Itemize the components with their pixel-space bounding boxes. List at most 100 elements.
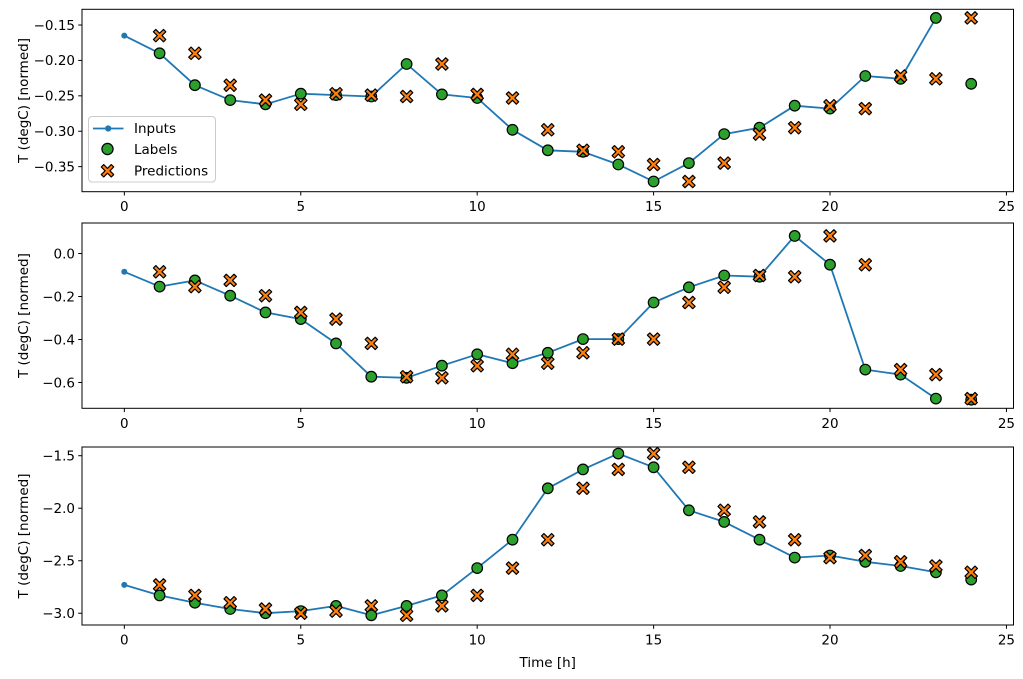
labels-point: [506, 357, 519, 370]
predictions-point: [152, 578, 167, 592]
labels-point: [612, 158, 625, 171]
predictions-point: [717, 503, 731, 518]
labels-point: [471, 348, 484, 361]
predictions-point: [858, 257, 873, 272]
labels-point: [965, 77, 978, 90]
subplot-frame: [81, 222, 1014, 409]
labels-point: [471, 562, 484, 574]
labels-point: [577, 463, 589, 476]
predictions-point: [787, 120, 802, 135]
x-tick-label: 0: [120, 199, 129, 215]
predictions-point: [893, 362, 908, 377]
predictions-point: [294, 97, 308, 112]
legend-label-predictions: Predictions: [134, 164, 208, 180]
predictions-point: [823, 98, 837, 113]
x-axis-label: Time [h]: [519, 655, 576, 671]
predictions-point: [470, 87, 484, 102]
predictions-point: [223, 595, 237, 610]
predictions-point: [646, 446, 661, 461]
x-tick-label: 15: [645, 416, 662, 432]
predictions-point: [717, 280, 731, 295]
predictions-point: [258, 288, 273, 303]
predictions-point: [611, 145, 626, 159]
predictions-point: [611, 462, 626, 477]
predictions-point: [399, 369, 414, 384]
predictions-point: [929, 72, 943, 86]
y-tick-label: −1.5: [42, 449, 75, 465]
x-tick-label: 25: [998, 199, 1015, 215]
y-tick-label: −0.20: [34, 53, 75, 69]
x-tick-label: 10: [469, 416, 486, 432]
legend: Inputs Labels Predictions: [88, 116, 216, 183]
x-tick-label: 0: [120, 633, 129, 649]
predictions-point: [294, 606, 308, 620]
y-axis-label: T (degC) [normed]: [16, 38, 32, 164]
subplot-2: 0 5 10 15 20 25 0.0 −0.2 −0.4 −0.6 T (degC) [norme…: [16, 222, 1015, 432]
labels-point: [506, 123, 519, 136]
labels-point: [788, 99, 801, 112]
labels-point: [259, 306, 272, 319]
predictions-point: [329, 86, 343, 101]
predictions-point: [964, 565, 978, 580]
y-tick-label: 0.0: [54, 246, 75, 262]
labels-point: [294, 87, 307, 100]
labels-point: [365, 370, 378, 383]
predictions-point: [435, 57, 449, 71]
predictions-point: [188, 279, 202, 294]
predictions-point: [787, 532, 802, 547]
predictions-point: [540, 123, 555, 137]
predictions-point: [364, 599, 379, 613]
predictions-point: [646, 157, 661, 172]
x-tick-label: 20: [821, 633, 838, 649]
subplot-frame: [81, 8, 1014, 193]
labels-point: [930, 392, 942, 405]
predictions-point: [470, 358, 484, 373]
labels-point: [612, 447, 625, 460]
labels-point: [400, 58, 413, 70]
labels-point: [436, 88, 448, 101]
legend-line-dot-icon: [105, 125, 112, 132]
predictions-point: [682, 295, 696, 310]
labels-point: [683, 157, 695, 170]
labels-point: [683, 281, 695, 294]
labels-point: [436, 359, 448, 372]
y-axis-label: T (degC) [normed]: [16, 253, 32, 379]
predictions-point: [505, 91, 520, 105]
predictions-point: [576, 346, 590, 360]
predictions-point: [258, 602, 273, 616]
inputs-line: [123, 17, 937, 183]
legend-label-inputs: Inputs: [134, 121, 176, 137]
predictions-point: [294, 305, 308, 320]
y-tick-label: −0.35: [34, 159, 75, 175]
predictions-point: [646, 332, 661, 346]
predictions-point: [858, 548, 873, 563]
labels-point: [541, 482, 554, 495]
predictions-point: [223, 78, 237, 92]
x-tick-label: 25: [998, 416, 1015, 432]
x-tick-label: 5: [296, 416, 305, 432]
predictions-point: [364, 88, 379, 102]
labels-point: [506, 533, 519, 546]
x-tick-label: 20: [821, 199, 838, 215]
x-tick-label: 10: [469, 199, 486, 215]
labels-point: [365, 609, 378, 622]
predictions-point: [929, 559, 943, 573]
predictions-point: [540, 532, 555, 547]
labels-point: [541, 346, 554, 359]
labels-point: [753, 533, 766, 546]
predictions-point: [964, 391, 978, 406]
predictions-point: [787, 269, 802, 284]
legend-x-marker-icon: [100, 164, 115, 178]
labels-point: [577, 333, 589, 346]
predictions-point: [188, 46, 202, 61]
x-tick-label: 0: [120, 416, 129, 432]
labels-point: [718, 128, 731, 141]
subplot-1: 0 5 10 15 20 25 −0.15 −0.20 −0.25 −0.30 −0.35T (de…: [16, 8, 1015, 215]
inputs-line: [123, 234, 937, 400]
predictions-point: [364, 336, 379, 351]
predictions-point: [682, 460, 696, 475]
inputs-line: [124, 452, 937, 617]
labels-point: [683, 504, 695, 517]
inputs-point: [121, 268, 128, 275]
x-tick-label: 5: [296, 199, 305, 215]
